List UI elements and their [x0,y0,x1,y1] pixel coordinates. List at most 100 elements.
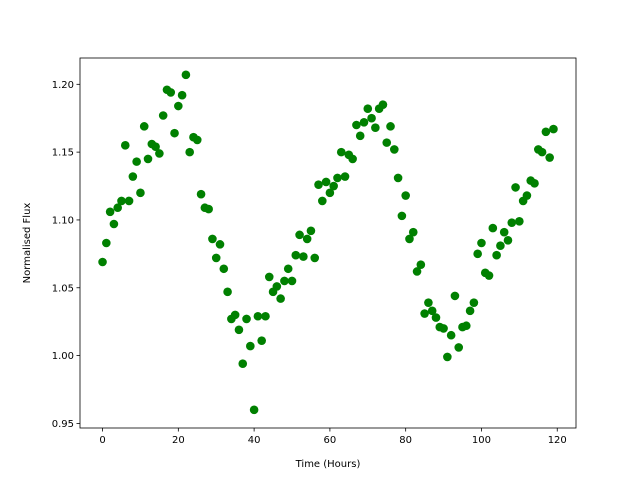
point [348,154,357,164]
point [280,276,289,286]
point [318,196,327,206]
point [443,352,452,362]
y-tick-label: 0.95 [52,419,74,430]
x-tick-label: 80 [399,435,412,446]
point [420,309,429,318]
point [484,271,494,280]
point [192,135,202,145]
point [511,183,520,192]
point [166,88,176,97]
point [124,196,134,206]
point [211,253,221,263]
point [238,359,248,369]
point [139,122,149,131]
point [515,216,524,226]
x-tick-label: 20 [172,435,185,446]
point [109,219,119,229]
point [431,313,441,322]
point [382,138,392,147]
point [473,249,482,259]
point [98,257,107,267]
point [503,235,513,245]
point [306,226,316,236]
point [302,234,312,244]
point [359,117,369,127]
point [355,131,365,141]
point [340,172,350,181]
point [439,324,448,333]
point [390,145,399,154]
x-tick-label: 40 [248,435,261,446]
point [450,291,460,301]
point [132,157,141,166]
point [371,123,380,133]
x-tick-label: 0 [99,435,105,446]
point [105,207,115,217]
point [185,147,194,157]
point [143,154,153,164]
point [446,330,456,340]
point [158,111,168,120]
point [469,298,479,307]
x-tick-label: 120 [548,435,567,446]
point [287,276,297,286]
point [155,149,164,158]
point [230,310,240,320]
point [310,253,320,263]
point [427,306,437,316]
point [492,250,501,260]
point [522,191,532,200]
point [405,234,414,244]
point [215,240,225,249]
point [416,260,426,270]
y-tick-label: 1.05 [52,283,74,294]
point [530,179,539,188]
point [181,70,191,80]
point [363,104,373,114]
point [462,321,471,331]
point [174,101,183,111]
point [465,306,475,316]
point [488,223,498,233]
point [325,188,335,198]
point [170,128,179,138]
point [223,287,232,297]
y-axis-label: Normalised Flux [22,203,33,284]
y-tick-label: 1.10 [52,215,74,226]
point [424,298,433,307]
x-tick-label: 100 [472,435,491,446]
point [336,147,346,157]
point [454,343,464,352]
point [276,294,285,303]
point [393,173,403,183]
point [177,90,187,100]
point [219,264,229,274]
x-axis-label: Time (Hours) [295,459,361,470]
point [253,311,263,321]
point [314,180,323,189]
x-tick-label: 60 [324,435,337,446]
point [408,227,418,237]
point [246,341,255,351]
point [242,314,251,324]
point [102,238,111,248]
y-tick-label: 1.15 [52,148,74,159]
point [151,142,160,152]
point [272,282,282,291]
point [499,227,509,237]
point [549,124,558,134]
point [136,188,145,198]
point [541,127,551,137]
point [401,191,410,200]
y-tick-label: 1.20 [52,80,74,91]
point [128,172,138,181]
point [496,241,505,251]
point [117,196,126,206]
point [299,252,308,261]
point [234,325,244,335]
point [113,203,123,213]
point [321,177,331,187]
axes-frame [79,57,577,429]
point [257,336,266,345]
